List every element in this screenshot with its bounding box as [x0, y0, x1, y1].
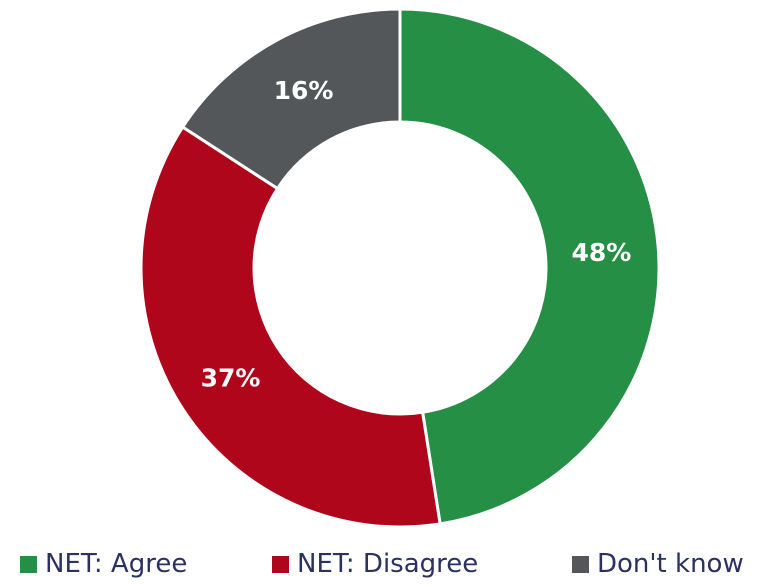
slice-net-disagree — [139, 124, 442, 529]
donut-chart: 48% 37% 16% — [139, 7, 661, 529]
legend-item-net-disagree: NET: Disagree — [272, 546, 478, 582]
legend-swatch — [20, 555, 37, 573]
legend-label: NET: Agree — [45, 549, 188, 579]
data-label-don-t-know: 16% — [274, 76, 334, 105]
slice-don-t-know — [180, 7, 402, 191]
legend-swatch — [272, 555, 289, 573]
legend-item-net-agree: NET: Agree — [20, 546, 187, 582]
legend-label: Don't know — [597, 549, 744, 579]
legend-item-don-t-know: Don't know — [572, 546, 744, 582]
legend-swatch — [572, 555, 589, 573]
data-label-net-agree: 48% — [571, 238, 631, 267]
data-label-net-disagree: 37% — [201, 363, 261, 392]
legend-label: NET: Disagree — [297, 549, 479, 579]
slice-net-agree — [398, 7, 661, 526]
chart-legend: NET: Agree NET: Disagree Don't know — [0, 546, 781, 582]
